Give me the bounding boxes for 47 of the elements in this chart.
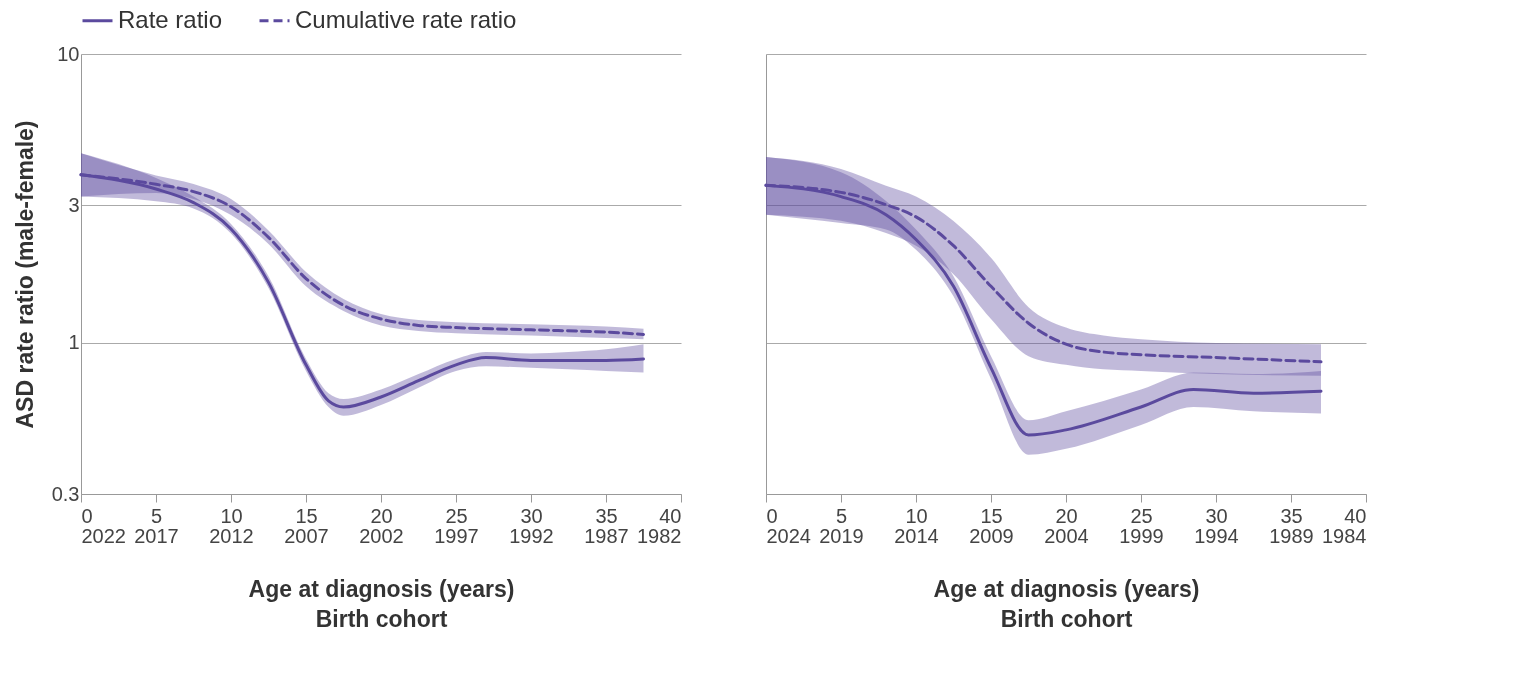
y-tick-label: 10 xyxy=(57,42,80,65)
x2-tick-label: 1997 xyxy=(434,524,479,547)
x2-tick-label: 2004 xyxy=(1044,524,1089,547)
x2-tick-label: 1984 xyxy=(1322,524,1367,547)
x-tick-label: 5 xyxy=(150,504,163,527)
x-tick-label: 20 xyxy=(370,504,393,527)
x-tick-label: 35 xyxy=(595,504,618,527)
x-tick-label: 25 xyxy=(1130,504,1153,527)
x2-tick-label: 2022 xyxy=(81,524,126,547)
x-axis-title: Age at diagnosis (years) xyxy=(248,575,515,602)
x-tick-label: 0 xyxy=(81,504,93,527)
y-tick-label: 1 xyxy=(68,331,80,354)
x-axis-title: Age at diagnosis (years) xyxy=(933,575,1200,602)
x2-tick-label: 2007 xyxy=(284,524,329,547)
x-tick-label: 15 xyxy=(980,504,1003,527)
y-tick-label: 0.3 xyxy=(51,482,80,505)
x-tick-label: 5 xyxy=(835,504,848,527)
x2-tick-label: 2017 xyxy=(134,524,179,547)
x2-tick-label: 1992 xyxy=(509,524,554,547)
x2-tick-label: 1994 xyxy=(1194,524,1239,547)
x-tick-label: 35 xyxy=(1280,504,1303,527)
x2-axis-title: Birth cohort xyxy=(315,605,448,632)
x-tick-label: 10 xyxy=(220,504,243,527)
x-tick-label: 30 xyxy=(520,504,543,527)
x2-tick-label: 2019 xyxy=(819,524,864,547)
legend-label: Cumulative rate ratio xyxy=(295,5,517,33)
x-tick-label: 10 xyxy=(905,504,928,527)
x2-axis-title: Birth cohort xyxy=(1000,605,1133,632)
x2-tick-label: 1982 xyxy=(637,524,682,547)
x-tick-label: 25 xyxy=(445,504,468,527)
legend-label: Rate ratio xyxy=(118,5,223,33)
x2-tick-label: 2024 xyxy=(766,524,811,547)
x2-tick-label: 1989 xyxy=(1269,524,1314,547)
x-tick-label: 30 xyxy=(1205,504,1228,527)
x-tick-label: 20 xyxy=(1055,504,1078,527)
x2-tick-label: 1999 xyxy=(1119,524,1164,547)
x-tick-label: 40 xyxy=(1344,504,1367,527)
x-tick-label: 40 xyxy=(659,504,682,527)
y-axis-title: ASD rate ratio (male-female) xyxy=(11,120,38,429)
x2-tick-label: 2014 xyxy=(894,524,939,547)
x-tick-label: 15 xyxy=(295,504,318,527)
x-tick-label: 0 xyxy=(766,504,778,527)
y-tick-label: 3 xyxy=(68,193,80,216)
x2-tick-label: 2002 xyxy=(359,524,404,547)
x2-tick-label: 2009 xyxy=(969,524,1014,547)
x2-tick-label: 1987 xyxy=(584,524,629,547)
x2-tick-label: 2012 xyxy=(209,524,254,547)
